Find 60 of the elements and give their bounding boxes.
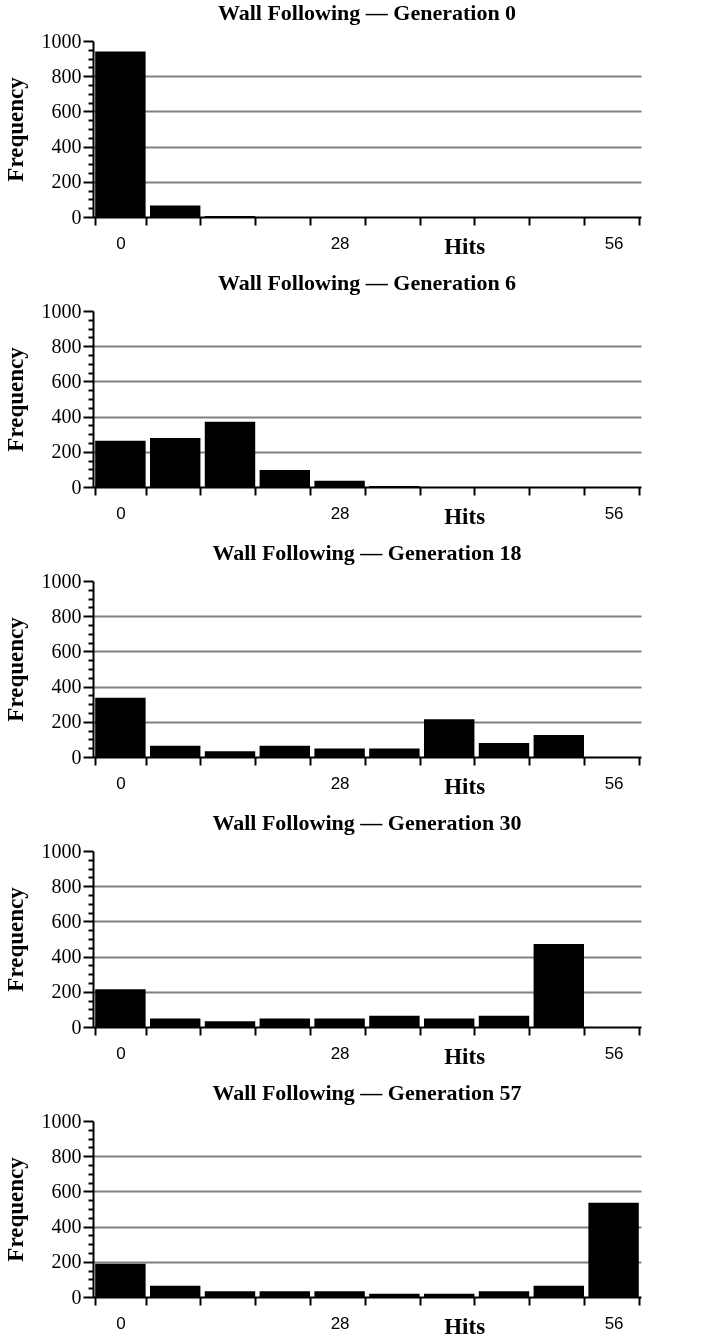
y-tick-label: 600 [51,909,82,932]
y-tick-label: 200 [51,710,82,733]
x-tick-label: 56 [604,233,624,253]
x-axis-title: Hits [444,773,486,799]
x-tick-label: 28 [330,503,350,523]
x-tick-label: 56 [604,1043,624,1063]
y-tick-label: 200 [51,440,82,463]
y-tick-label: 0 [71,745,82,768]
x-tick-label: 0 [116,503,126,523]
chart-title: Wall Following — Generation 6 [217,270,517,295]
y-tick-label: 800 [51,1144,82,1167]
y-tick-label: 1000 [41,29,82,52]
y-tick-label: 800 [51,64,82,87]
x-tick-label: 28 [330,773,350,793]
x-axis-title: Hits [444,503,486,529]
y-tick-label: 800 [51,604,82,627]
y-tick-label: 800 [51,874,82,897]
x-axis-title: Hits [444,1313,486,1339]
y-axis-title: Frequency [2,76,28,182]
y-tick-label: 400 [51,135,82,158]
y-tick-label: 600 [51,639,82,662]
y-tick-label: 1000 [41,299,82,322]
y-tick-label: 0 [71,205,82,228]
x-tick-label: 56 [604,773,624,793]
y-tick-label: 200 [51,1250,82,1273]
y-tick-label: 1000 [41,839,82,862]
y-tick-label: 0 [71,475,82,498]
y-tick-label: 200 [51,980,82,1003]
x-tick-label: 0 [116,1043,126,1063]
chart-title: Wall Following — Generation 0 [217,0,517,25]
x-tick-label: 0 [116,1313,126,1333]
x-tick-label: 56 [604,503,624,523]
y-tick-label: 200 [51,170,82,193]
y-tick-label: 400 [51,405,82,428]
x-tick-label: 0 [116,233,126,253]
y-axis-title: Frequency [2,886,28,992]
y-tick-label: 600 [51,99,82,122]
x-tick-label: 28 [330,1313,350,1333]
chart-title: Wall Following — Generation 57 [212,1080,522,1105]
y-tick-label: 400 [51,945,82,968]
y-axis-title: Frequency [2,616,28,722]
y-tick-label: 1000 [41,1109,82,1132]
y-tick-label: 0 [71,1285,82,1308]
x-tick-label: 56 [604,1313,624,1333]
x-tick-label: 28 [330,1043,350,1063]
x-axis-title: Hits [444,233,486,259]
y-axis-title: Frequency [2,1156,28,1262]
y-tick-label: 0 [71,1015,82,1038]
x-tick-label: 28 [330,233,350,253]
y-tick-label: 400 [51,675,82,698]
y-tick-label: 400 [51,1215,82,1238]
x-tick-label: 0 [116,773,126,793]
y-tick-label: 600 [51,369,82,392]
y-tick-label: 1000 [41,569,82,592]
chart-title: Wall Following — Generation 30 [212,810,522,835]
chart-title: Wall Following — Generation 18 [212,540,522,565]
y-tick-label: 600 [51,1179,82,1202]
y-tick-label: 800 [51,334,82,357]
y-axis-title: Frequency [2,346,28,452]
x-axis-title: Hits [444,1043,486,1069]
